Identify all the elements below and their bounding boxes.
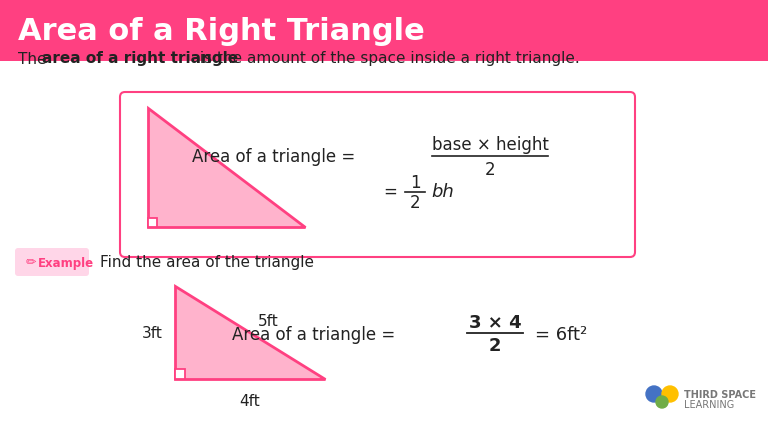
- Text: is the amount of the space inside a right triangle.: is the amount of the space inside a righ…: [195, 51, 580, 66]
- Circle shape: [656, 396, 668, 408]
- Text: 4ft: 4ft: [240, 393, 260, 408]
- Text: ✏: ✏: [26, 256, 37, 269]
- Text: The: The: [18, 51, 51, 66]
- Text: bh: bh: [431, 183, 454, 201]
- Text: 1: 1: [409, 174, 420, 191]
- Text: 2: 2: [485, 161, 495, 178]
- FancyBboxPatch shape: [0, 0, 768, 62]
- Text: 5ft: 5ft: [258, 313, 279, 328]
- Text: Area of a Right Triangle: Area of a Right Triangle: [18, 16, 425, 46]
- Text: 2: 2: [409, 194, 420, 211]
- Text: LEARNING: LEARNING: [684, 399, 734, 409]
- Text: area of a right triangle: area of a right triangle: [42, 51, 238, 66]
- Polygon shape: [175, 286, 325, 379]
- Bar: [175, 369, 185, 379]
- Text: 2: 2: [488, 336, 502, 354]
- Text: Find the area of the triangle: Find the area of the triangle: [100, 255, 314, 270]
- Text: THIRD SPACE: THIRD SPACE: [684, 389, 756, 399]
- Circle shape: [662, 386, 678, 402]
- Text: 3ft: 3ft: [142, 325, 163, 340]
- Text: base × height: base × height: [432, 136, 548, 154]
- Text: 3 × 4: 3 × 4: [468, 313, 521, 331]
- Polygon shape: [148, 109, 305, 227]
- Text: = 6ft²: = 6ft²: [535, 325, 588, 343]
- Text: Area of a triangle =: Area of a triangle =: [232, 325, 395, 343]
- Text: Area of a triangle =: Area of a triangle =: [192, 148, 355, 166]
- Bar: [148, 218, 157, 227]
- FancyBboxPatch shape: [15, 248, 89, 276]
- Text: Example: Example: [38, 256, 94, 269]
- Circle shape: [646, 386, 662, 402]
- FancyBboxPatch shape: [120, 93, 635, 257]
- Text: =: =: [383, 183, 397, 201]
